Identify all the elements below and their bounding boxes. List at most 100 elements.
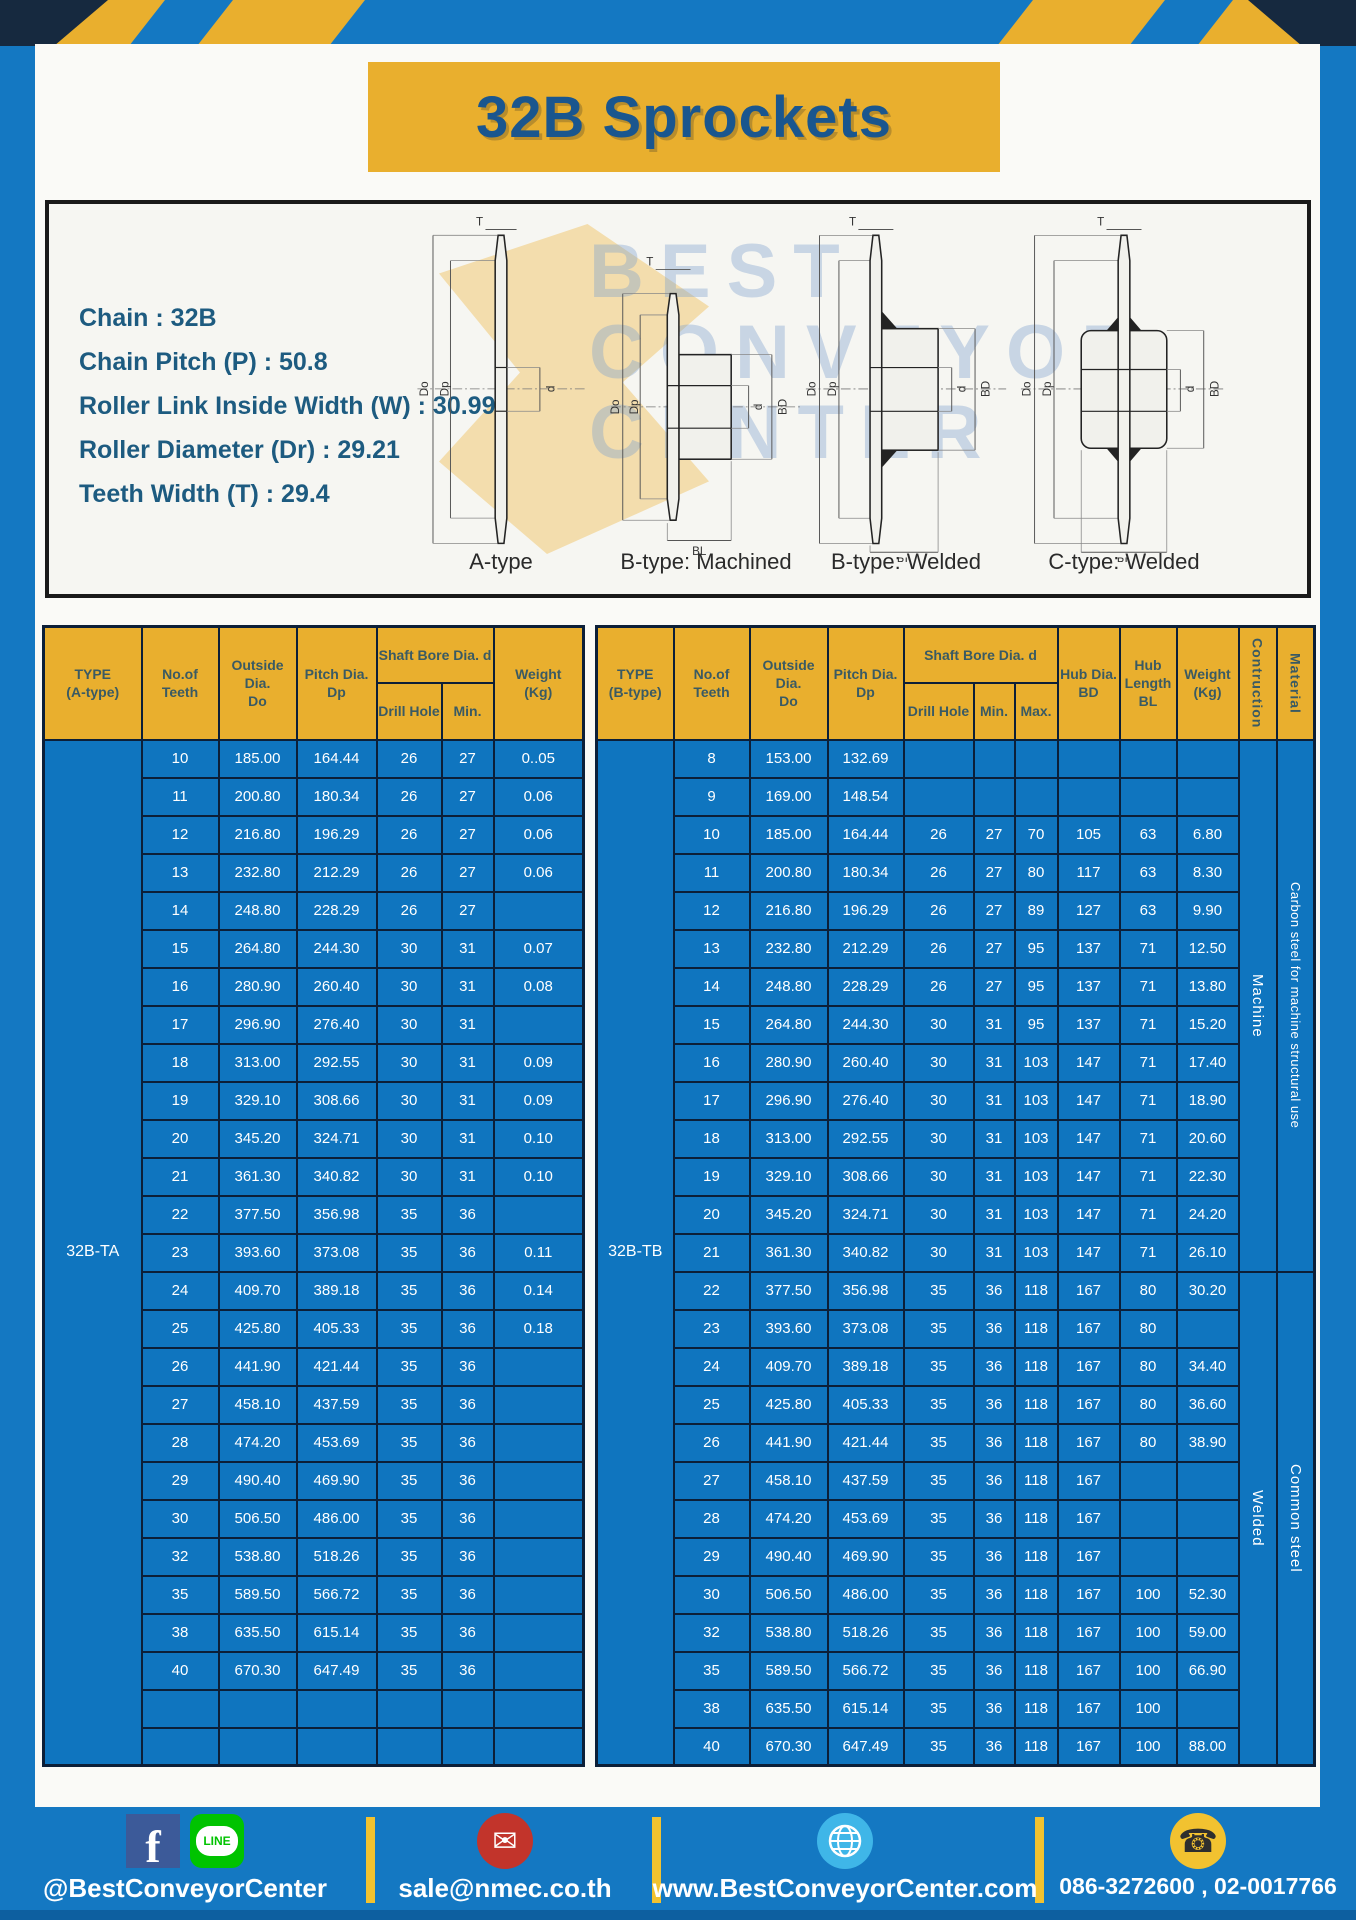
cell: 118 [1013, 1498, 1059, 1539]
cell: 71 [1118, 1194, 1178, 1235]
cell: 228.29 [826, 966, 905, 1007]
table-a-type: TYPE (A-type) No.of Teeth Outside Dia. Do Pi… [42, 625, 586, 1767]
cell: 27 [140, 1384, 220, 1425]
cell: 196.29 [295, 814, 378, 855]
table-row: 12 216.80 196.29 26 27 0.06 [44, 814, 585, 855]
table-row: 15 264.80 244.30 30 31 95 137 71 15.20 [597, 1004, 1315, 1045]
cell: 80 [1118, 1346, 1178, 1387]
cell: 377.50 [217, 1194, 298, 1235]
table-row: 38 635.50 615.14 35 36 [44, 1612, 585, 1653]
col-min: Min. [440, 681, 495, 741]
cell: 425.80 [217, 1308, 298, 1349]
cell: 26 [375, 814, 443, 855]
cell [492, 1194, 585, 1235]
cell: 16 [140, 966, 220, 1007]
cell: 35 [902, 1688, 975, 1729]
cell [492, 1498, 585, 1539]
cell: 71 [1118, 928, 1178, 969]
cell: 31 [440, 1156, 495, 1197]
cell: 30 [375, 928, 443, 969]
svg-text:BL: BL [897, 556, 912, 562]
sprocket-diagram-a-type: T Do Dp d [417, 216, 585, 545]
cell: 100 [1118, 1612, 1178, 1653]
sprocket-diagram-b-type-machined: T Do Dp d BD BL [609, 256, 801, 557]
cell: 66.90 [1175, 1650, 1240, 1691]
cell [492, 1650, 585, 1691]
cell: 105 [1056, 814, 1121, 855]
cell: 147 [1056, 1232, 1121, 1273]
table-row: 30 506.50 486.00 35 36 118 167 100 52.30 [597, 1574, 1315, 1615]
cell [492, 1460, 585, 1501]
footer-website: www.BestConveyorCenter.com [653, 1811, 1037, 1904]
cell: 31 [972, 1194, 1016, 1235]
col-hub-dia: Hub Dia. BD [1056, 625, 1121, 741]
table-row: 22 377.50 356.98 35 36 [44, 1194, 585, 1235]
cell: 36 [972, 1536, 1016, 1577]
cell: 35 [375, 1270, 443, 1311]
col-drill-hole: Drill Hole [902, 681, 975, 741]
cell: 36 [972, 1346, 1016, 1387]
svg-text:T: T [1097, 216, 1104, 229]
cell: 103 [1013, 1156, 1059, 1197]
cell: 36 [440, 1194, 495, 1235]
cell: 63 [1118, 852, 1178, 893]
cell: 71 [1118, 1118, 1178, 1159]
cell: 80 [1118, 1270, 1178, 1311]
cell: 345.20 [748, 1194, 829, 1235]
cell: 118 [1013, 1726, 1059, 1767]
table-row: 19 329.10 308.66 30 31 0.09 [44, 1080, 585, 1121]
table-b-body: 32B-TB 8 153.00 132.69 Machine Carbon steel f… [595, 738, 1316, 1767]
table-row: 23 393.60 373.08 35 36 0.11 [44, 1232, 585, 1273]
cell: 71 [1118, 1156, 1178, 1197]
table-row: 21 361.30 340.82 30 31 103 147 71 26.10 [597, 1232, 1315, 1273]
cell: 52.30 [1175, 1574, 1240, 1615]
col-outside-dia: Outside Dia. Do [748, 625, 829, 741]
hazard-stripe [992, 0, 1170, 46]
cell: 137 [1056, 928, 1121, 969]
cell: 27 [440, 738, 495, 779]
cell [1175, 1308, 1240, 1349]
table-row [44, 1726, 585, 1767]
cell: 232.80 [748, 928, 829, 969]
cell: 71 [1118, 1004, 1178, 1045]
cell: 40 [672, 1726, 751, 1767]
cell: 36 [440, 1460, 495, 1501]
table-a-header: TYPE (A-type) No.of Teeth Outside Dia. Do Pi… [42, 625, 585, 741]
cell: 35 [375, 1384, 443, 1425]
cell: 23 [672, 1308, 751, 1349]
cell: 340.82 [295, 1156, 378, 1197]
cell: 26 [672, 1422, 751, 1463]
cell: 26 [902, 928, 975, 969]
footer-phone-numbers: 086-3272600 , 02-0017766 [1059, 1873, 1337, 1899]
cell: 38 [140, 1612, 220, 1653]
cell: 80 [1118, 1422, 1178, 1463]
cell: 35 [902, 1498, 975, 1539]
cell [492, 1574, 585, 1615]
table-row: 32 538.80 518.26 35 36 118 167 100 59.00 [597, 1612, 1315, 1653]
table-row: 11 200.80 180.34 26 27 80 117 63 8.30 [597, 852, 1315, 893]
svg-text:Dp: Dp [628, 399, 641, 414]
table-row: 35 589.50 566.72 35 36 118 167 100 66.90 [597, 1650, 1315, 1691]
table-row: 17 296.90 276.40 30 31 [44, 1004, 585, 1045]
cell: 59.00 [1175, 1612, 1240, 1653]
cell [217, 1726, 298, 1767]
cell: 27 [440, 776, 495, 817]
cell [295, 1726, 378, 1767]
cell: 167 [1056, 1612, 1121, 1653]
cell: 71 [1118, 1080, 1178, 1121]
table-row: 26 441.90 421.44 35 36 [44, 1346, 585, 1387]
table-row: 35 589.50 566.72 35 36 [44, 1574, 585, 1615]
cell: 30.20 [1175, 1270, 1240, 1311]
cell: 409.70 [748, 1346, 829, 1387]
cell: 212.29 [826, 928, 905, 969]
cell [1056, 776, 1121, 817]
cell [1175, 738, 1240, 779]
footer-divider [652, 1817, 661, 1903]
cell: 31 [972, 1118, 1016, 1159]
cell: 200.80 [748, 852, 829, 893]
cell: 0.06 [492, 852, 585, 893]
col-construction: Contruction [1237, 625, 1278, 741]
cell: 147 [1056, 1156, 1121, 1197]
cell: 35 [375, 1308, 443, 1349]
cell [492, 1536, 585, 1577]
